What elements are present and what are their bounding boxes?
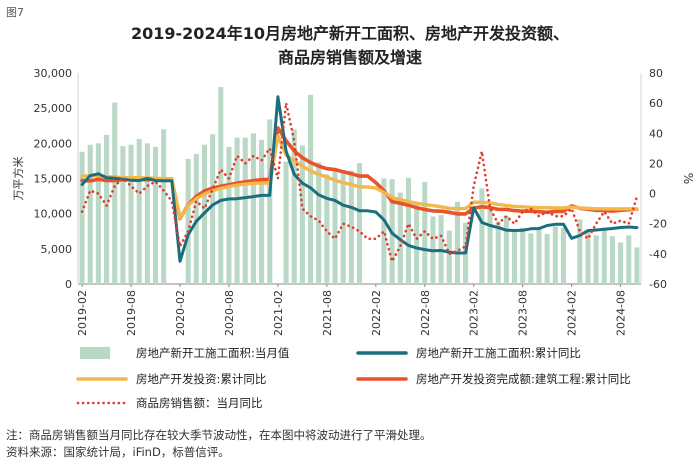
x-tick-label: 2019-08 [125,290,138,336]
bar [283,161,289,284]
bar [128,144,134,284]
bar [316,162,322,284]
bar [626,235,632,284]
legend-label: 房地产新开工施工面积:当月值 [136,346,290,360]
bar [120,146,126,284]
bar [503,215,509,284]
bar [560,227,567,284]
axis-labels: 0 5,000 10,000 15,000 20,000 25,000 30,000 -60 -… [11,67,695,336]
bar [144,143,150,284]
footnote: 注：商品房销售额当月同比存在较大季节波动性，在本图中将波动进行了平滑处理。 [6,428,432,442]
left-tick-label: 30,000 [34,67,73,80]
bar [422,182,428,284]
left-tick-label: 20,000 [34,137,73,150]
bar [585,231,591,284]
source-note: 资料来源：国家统计局，iFinD，标普信评。 [6,445,230,459]
bar [340,170,346,284]
right-tick-label: -40 [649,248,667,261]
bar [348,170,354,284]
bar [552,226,558,284]
bar [267,119,273,284]
line-new-start-yoy [80,95,639,263]
x-tick-label: 2021-08 [321,290,334,336]
right-tick-label: 40 [649,127,663,140]
line-investment-yoy [80,134,639,220]
figure-label: 图7 [6,6,24,19]
bar [234,137,240,284]
line-series [80,95,639,263]
legend: 房地产新开工施工面积:当月值 房地产新开工施工面积:累计同比房地产开发投资:累计同… [76,346,631,410]
x-tick-label: 2020-08 [223,290,236,336]
bar [161,129,167,284]
bar [577,219,583,284]
left-tick-label: 10,000 [34,208,73,221]
bar [528,233,534,284]
bar [226,146,232,284]
bar [95,143,101,284]
bar [544,234,550,284]
bar [299,145,305,284]
left-tick-label: 25,000 [34,102,73,115]
bar [152,146,159,284]
x-tick-label: 2022-08 [419,290,432,336]
legend-label: 房地产新开工施工面积:累计同比 [416,346,581,360]
bar [593,235,599,284]
legend-label: 商品房销售额：当月同比 [136,396,263,410]
bar [242,137,248,284]
bar [405,177,411,284]
left-tick-label: 5,000 [41,243,73,256]
bar [520,227,526,284]
bar [185,158,191,284]
x-tick-label: 2024-02 [566,290,579,336]
bar [536,227,542,284]
x-tick-label: 2019-02 [76,290,89,336]
bar [618,242,624,284]
bar [356,163,363,284]
x-tick-label: 2022-02 [370,290,383,336]
x-tick-label: 2020-02 [174,290,187,336]
right-tick-label: 0 [649,188,656,201]
legend-label: 房地产开发投资完成额:建筑工程:累计同比 [416,372,631,386]
legend-label: 房地产开发投资:累计同比 [136,372,266,386]
right-tick-label: -20 [649,218,667,231]
chart-svg: 0 5,000 10,000 15,000 20,000 25,000 30,000 -60 -… [11,67,695,410]
x-tick-label: 2024-08 [615,290,628,336]
bar [136,139,142,284]
chart-title-line1: 2019-2024年10月房地产新开工面积、房地产开发投资额、 [131,24,569,43]
bar [414,203,420,284]
bar [87,144,93,284]
bar [259,139,265,284]
legend-swatch-bar [80,347,110,359]
bar [79,151,85,284]
chart-title-line2: 商品房销售额及增速 [277,48,422,67]
bar [511,231,518,284]
bar [487,206,493,284]
bar [601,227,607,284]
bar [250,133,256,284]
left-tick-label: 0 [65,278,72,291]
bar [112,102,118,284]
bar [454,201,460,284]
left-tick-label: 15,000 [34,173,73,186]
right-axis-title: % [681,173,695,184]
bar [332,168,338,284]
bar [104,134,110,284]
x-tick-label: 2023-08 [517,290,530,336]
right-tick-label: 60 [649,97,663,110]
right-tick-label: 80 [649,67,663,80]
x-tick-label: 2023-02 [468,290,481,336]
bar [446,230,452,284]
x-tick-label: 2021-02 [272,290,285,336]
bar [634,247,640,284]
bar [193,153,199,284]
bar [495,221,501,284]
bar [381,178,387,284]
right-tick-label: 20 [649,157,663,170]
bar [479,188,485,284]
right-tick-label: -60 [649,278,667,291]
left-axis-title: 万平方米 [11,157,25,201]
bar [291,129,297,284]
bar [609,236,615,284]
bar [210,134,216,284]
